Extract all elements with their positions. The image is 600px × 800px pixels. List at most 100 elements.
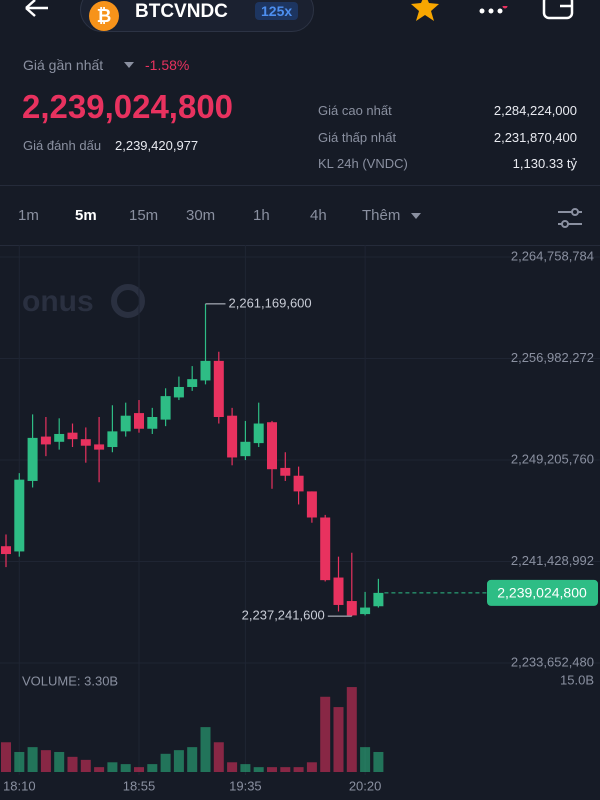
volume-bar (107, 762, 118, 772)
last-price-label[interactable]: Giá gần nhất (23, 57, 104, 73)
volume-bar (27, 747, 38, 772)
candle-body (94, 444, 105, 450)
candle-body (27, 437, 38, 481)
volume-bar (373, 751, 384, 772)
candle-body (1, 546, 11, 555)
divider (0, 185, 600, 186)
volume-bar (54, 751, 65, 772)
x-tick-label: 18:10 (3, 778, 36, 793)
last-price-tag (487, 579, 598, 606)
volume-bar (134, 767, 144, 772)
candle-body (160, 396, 171, 420)
dropdown-icon (411, 213, 421, 219)
volume-bar (187, 747, 198, 772)
volume-bar (67, 756, 78, 772)
timeframe[interactable]: 30m (186, 207, 216, 224)
volume-bar (1, 742, 11, 772)
candle-body (227, 415, 238, 458)
timeframe[interactable]: Thêm (362, 207, 401, 224)
candle-body (80, 439, 91, 446)
candle-body (267, 422, 277, 470)
y-tick-label: 2,249,205,760 (511, 451, 594, 466)
x-tick-label: 20:20 (349, 778, 382, 793)
volume-bar (346, 687, 357, 772)
candle-body (240, 441, 251, 457)
candle-body (360, 607, 371, 615)
volume-bar (253, 767, 264, 772)
y-tick-label: 2,256,982,272 (511, 350, 594, 365)
high-marker-label: 2,261,169,600 (229, 295, 312, 310)
volume-bar (213, 742, 224, 772)
volume-bar (320, 696, 331, 772)
timeframe[interactable]: 1m (18, 207, 39, 224)
candle-body (173, 386, 184, 398)
candle-body (213, 360, 224, 418)
volume-bar (333, 707, 344, 772)
volume-bar (94, 767, 105, 772)
candle-body (187, 379, 198, 387)
volume-bar (267, 767, 277, 772)
dropdown-icon (124, 62, 134, 68)
volume-bar (173, 750, 184, 772)
volume-bar (293, 767, 304, 772)
volume-bar (200, 727, 211, 772)
candle-body (346, 601, 357, 616)
y-tick-label: 2,233,652,480 (511, 654, 594, 669)
candle-body (200, 360, 211, 381)
candle-body (54, 433, 65, 442)
mark-price: 2,239,420,977 (115, 138, 199, 153)
candle-body (253, 423, 264, 444)
y-tick-label: 2,241,428,992 (511, 553, 594, 568)
volume-tick-label: 15.0B (560, 672, 594, 687)
chart-settings[interactable] (558, 207, 582, 229)
timeframe[interactable]: 1h (253, 207, 270, 224)
watermark: onus (22, 285, 94, 318)
candle-body (40, 436, 51, 445)
volume-bar (14, 751, 25, 772)
candlestick-chart: onus 2,264,758,784 2,256,982,272 2,249,205,… (0, 245, 600, 793)
y-tick-label: 2,264,758,784 (511, 248, 594, 263)
volume-bar (240, 764, 251, 772)
candle-body (306, 491, 317, 518)
wallet-button[interactable] (542, 0, 574, 22)
volume-bar (160, 753, 171, 772)
candle-body (67, 432, 78, 440)
candle-body (293, 475, 304, 492)
symbol: BTCVNDC (135, 1, 228, 22)
stat-label: Giá cao nhất (318, 103, 392, 118)
stat-value: 2,284,224,000 (493, 103, 577, 118)
leverage-badge: 125x (255, 2, 299, 20)
x-tick-label: 18:55 (123, 778, 156, 793)
stat-labels: Giá cao nhất Giá thấp nhất KL 24h (VNDC) (318, 98, 408, 178)
volume-title: VOLUME: 3.30B (22, 673, 118, 688)
low-marker-label: 2,237,241,600 (242, 608, 325, 623)
stat-values: 2,284,224,000 2,231,870,400 1,130.33 tỷ (494, 98, 577, 178)
candle-body (373, 592, 384, 607)
mark-price-label: Giá đánh dấu (23, 138, 102, 153)
timeframe[interactable]: 15m (129, 207, 159, 224)
volume-bar (360, 747, 371, 772)
candle-body (333, 577, 344, 605)
candle-body (134, 413, 144, 429)
candle-body (147, 417, 158, 429)
back-button[interactable] (22, 0, 52, 20)
stat-value: 1,130.33 tỷ (512, 156, 577, 171)
volume-bar (80, 759, 91, 772)
symbol-selector[interactable]: ₿ BTCVNDC 125x (80, 0, 314, 32)
timeframe-selected[interactable]: 5m (75, 207, 97, 224)
volume-bar (227, 762, 238, 772)
last-price-label: 2,239,024,800 (497, 585, 587, 601)
last-price: 2,239,024,800 (22, 88, 234, 125)
stat-label: Giá thấp nhất (318, 129, 397, 145)
volume-bar (40, 750, 51, 772)
candle-body (320, 517, 331, 581)
volume-bar (306, 762, 317, 772)
candle-body (120, 415, 131, 432)
favorite-button[interactable] (410, 0, 440, 22)
candle-body (107, 431, 118, 448)
more-button[interactable] (478, 6, 508, 16)
watermark-logo (111, 284, 145, 318)
timeframe[interactable]: 4h (310, 207, 327, 224)
